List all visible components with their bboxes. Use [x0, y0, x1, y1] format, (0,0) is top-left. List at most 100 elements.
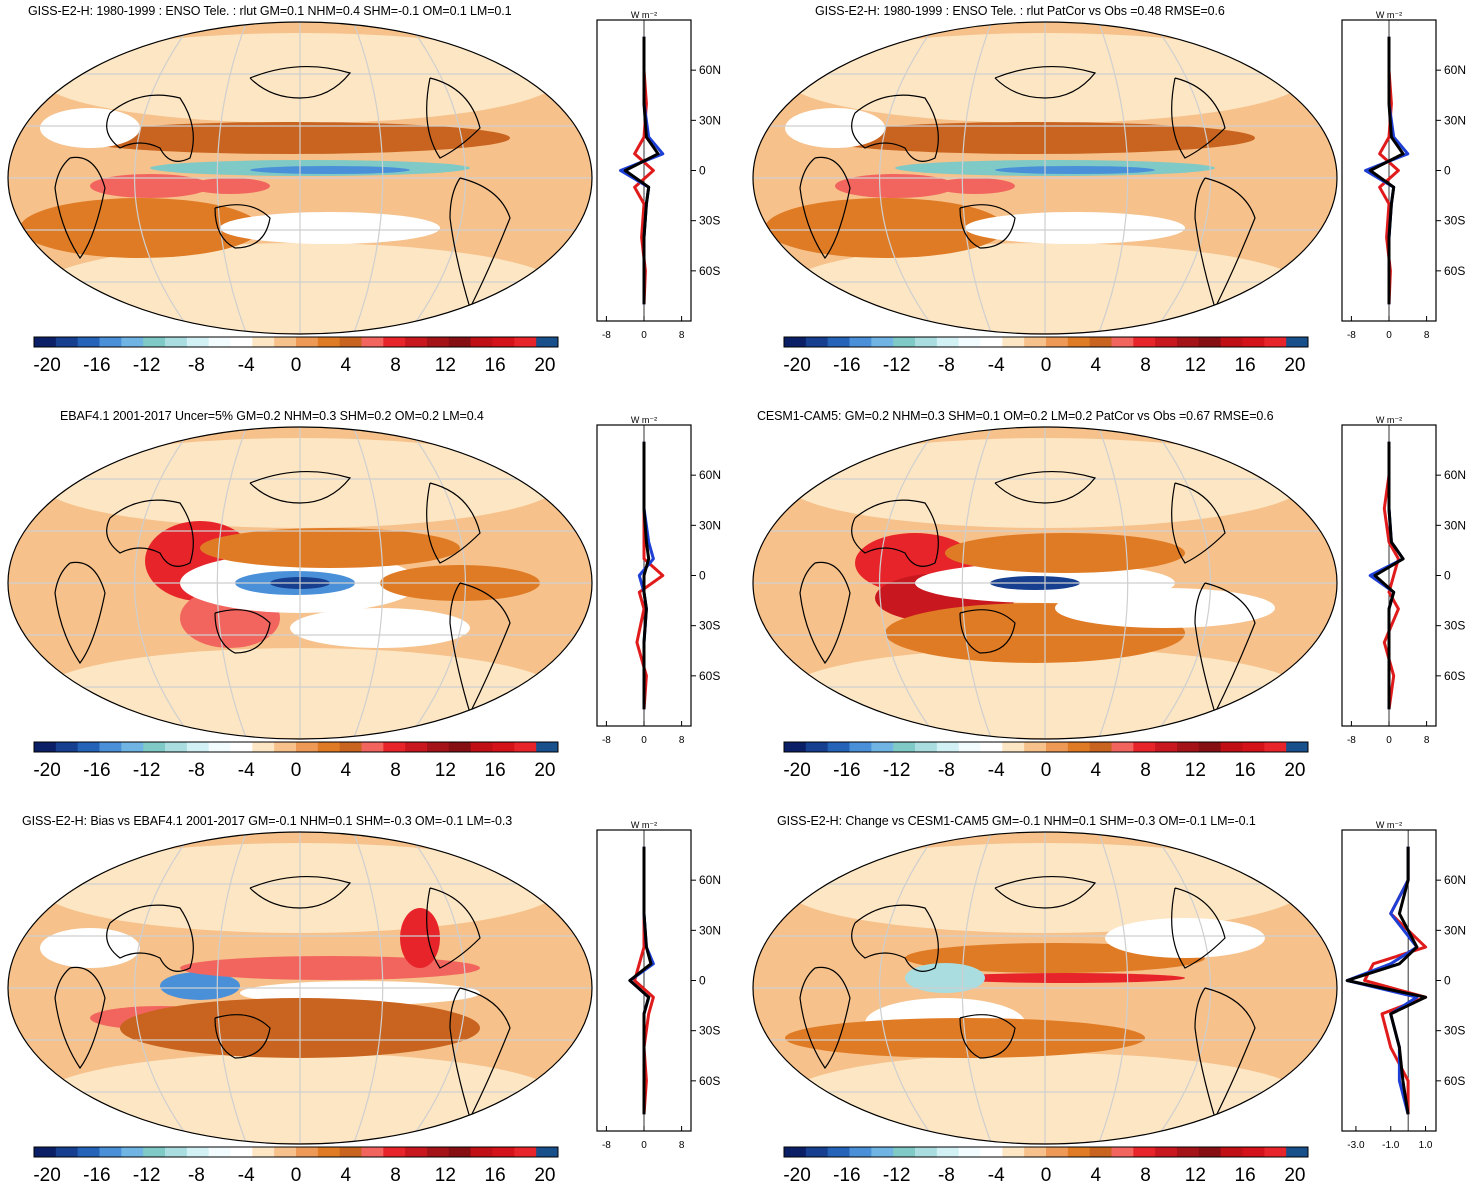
- zonal-mean-plot: W m⁻² 60N 30N 0 30S 60S -8 0 8: [1341, 415, 1466, 746]
- colorbar-tick-label: -20: [783, 1165, 810, 1185]
- coastline: [994, 65, 1097, 99]
- colorbar-swatch: [186, 742, 210, 752]
- field-region: [400, 908, 440, 968]
- colorbar-swatch: [1220, 337, 1243, 347]
- field-region: [250, 166, 410, 174]
- zonal-units-label: W m⁻²: [631, 10, 657, 20]
- colorbar-swatch: [915, 337, 938, 347]
- colorbar-tick-label: 8: [1140, 355, 1151, 375]
- panel-4: CESM1-CAM5: GM=0.2 NHM=0.3 SHM=0.1 OM=0.…: [745, 405, 1483, 801]
- colorbar-swatch: [448, 1147, 472, 1157]
- field-region: [965, 212, 1185, 244]
- colorbar-swatch: [514, 742, 537, 752]
- coastline: [106, 94, 194, 162]
- map-panel: [7, 426, 593, 740]
- field-region: [70, 122, 510, 154]
- map-border: [7, 426, 593, 740]
- colorbar-swatch: [383, 742, 406, 752]
- zonal-units-label: W m⁻²: [631, 415, 657, 425]
- zonal-units-label: W m⁻²: [1376, 415, 1402, 425]
- colorbar-swatch: [405, 337, 428, 347]
- field-region: [995, 166, 1155, 174]
- coastline: [959, 204, 1016, 249]
- zonal-series-line: [1382, 441, 1400, 710]
- colorbar-tick-label: 12: [435, 760, 456, 780]
- colorbar-swatch: [1242, 742, 1265, 752]
- field-region: [945, 973, 1185, 983]
- colorbar-swatch: [121, 1147, 144, 1157]
- colorbar-swatch: [470, 742, 493, 752]
- colorbar-swatch: [1046, 337, 1069, 347]
- colorbar-swatch: [1220, 1147, 1243, 1157]
- colorbar-swatch: [805, 337, 829, 347]
- colorbar-swatch: [805, 742, 829, 752]
- x-tick-label: -8: [602, 1140, 611, 1151]
- colorbar-swatch: [1133, 337, 1156, 347]
- panel-title: GISS-E2-H: Change vs CESM1-CAM5 GM=-0.1 …: [777, 814, 1256, 828]
- colorbar-tick-label: 8: [1140, 1165, 1151, 1185]
- colorbar-swatch: [1067, 337, 1091, 347]
- lat-tick-label: 30N: [1444, 518, 1466, 532]
- colorbar-tick-label: 16: [1235, 355, 1256, 375]
- zonal-mean-plot: W m⁻² 60N 30N 0 30S 60S -3.0 -1.0 1.0: [1341, 820, 1466, 1151]
- colorbar-swatch: [99, 742, 122, 752]
- colorbar-swatch: [536, 742, 559, 752]
- colorbar-swatch: [427, 742, 450, 752]
- zonal-series-line: [628, 846, 653, 1115]
- colorbar-swatch: [165, 742, 188, 752]
- colorbar-swatch: [1111, 742, 1134, 752]
- colorbar-tick-label: 0: [1041, 1165, 1052, 1185]
- coastline: [214, 204, 271, 249]
- colorbar-swatch: [893, 742, 916, 752]
- field-region: [220, 212, 440, 244]
- field-region: [1105, 918, 1265, 958]
- colorbar-tick-label: -4: [988, 760, 1005, 780]
- map-border: [7, 831, 593, 1145]
- colorbar-swatch: [208, 337, 231, 347]
- colorbar-tick-label: 20: [534, 1165, 555, 1185]
- colorbar-tick-label: 4: [340, 760, 351, 780]
- panel-title: GISS-E2-H: 1980-1999 : ENSO Tele. : rlut…: [815, 4, 1225, 18]
- colorbar-swatch: [296, 742, 319, 752]
- field-region: [935, 178, 1015, 194]
- colorbar-swatch: [936, 742, 960, 752]
- lat-tick-label: 60S: [699, 264, 720, 278]
- colorbar-tick-label: -8: [188, 355, 205, 375]
- colorbar-swatch: [827, 1147, 850, 1157]
- colorbar-swatch: [77, 337, 100, 347]
- colorbar-tick-label: 12: [435, 1165, 456, 1185]
- colorbar-swatch: [514, 337, 537, 347]
- colorbar-swatch: [143, 1147, 166, 1157]
- coastline: [959, 609, 1016, 654]
- colorbar-tick-label: 16: [485, 1165, 506, 1185]
- colorbar-swatch: [980, 742, 1003, 752]
- panel-title: GISS-E2-H: 1980-1999 : ENSO Tele. : rlut…: [28, 4, 512, 18]
- graticule-line: [133, 832, 194, 1144]
- colorbar-tick-label: -12: [133, 1165, 160, 1185]
- colorbar-swatch: [99, 1147, 122, 1157]
- colorbar-swatch: [1155, 337, 1178, 347]
- colorbar-swatch: [980, 337, 1003, 347]
- colorbar-swatch: [1198, 1147, 1222, 1157]
- colorbar-swatch: [1198, 337, 1222, 347]
- lat-tick-label: 30S: [699, 619, 720, 633]
- x-tick-label: -3.0: [1347, 1140, 1365, 1151]
- graticule-line: [133, 427, 194, 739]
- coastline: [214, 1014, 271, 1059]
- colorbar-tick-label: 0: [1041, 355, 1052, 375]
- lat-tick-label: 60N: [699, 468, 721, 482]
- graticule-line: [1097, 427, 1129, 739]
- colorbar-swatch: [827, 742, 850, 752]
- lat-tick-label: 30N: [699, 113, 721, 127]
- coastline: [1171, 77, 1226, 159]
- graticule-line: [961, 832, 993, 1144]
- field-region: [815, 122, 1255, 154]
- colorbar-swatch: [208, 1147, 231, 1157]
- zonal-series-line: [1373, 441, 1405, 710]
- colorbar-tick-label: -16: [83, 760, 110, 780]
- field-region: [190, 178, 270, 194]
- colorbar-tick-label: 8: [390, 1165, 401, 1185]
- colorbar-swatch: [274, 1147, 297, 1157]
- colorbar: -20 -16 -12 -8 -4 0 4 8 12 16 20: [33, 741, 559, 780]
- colorbar-tick-label: 16: [1235, 760, 1256, 780]
